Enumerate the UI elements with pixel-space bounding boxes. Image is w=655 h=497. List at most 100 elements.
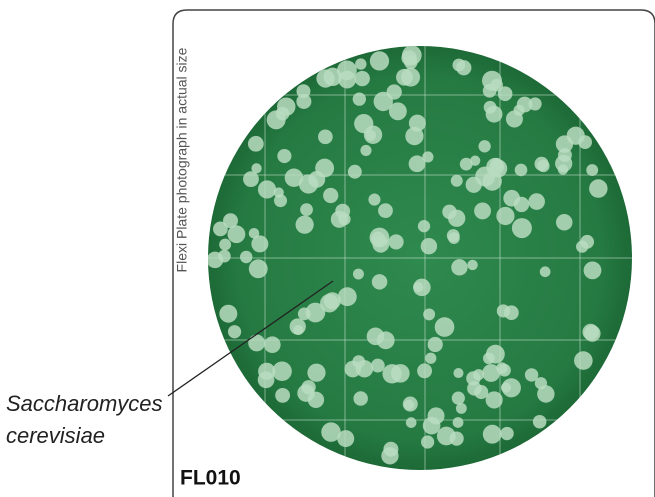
organism-name: Saccharomyces [6, 391, 163, 416]
colony [372, 235, 390, 253]
colony [300, 203, 313, 216]
colony [338, 70, 356, 89]
colony [556, 214, 573, 231]
colony [401, 50, 417, 66]
colony [248, 227, 260, 239]
colony [295, 215, 314, 234]
colony [496, 304, 510, 318]
colony [478, 140, 491, 153]
colony [251, 235, 269, 253]
colony [354, 70, 370, 87]
colony [355, 58, 367, 70]
colony [413, 281, 424, 293]
colony [450, 174, 463, 187]
colony [422, 151, 434, 163]
colony [371, 274, 388, 290]
colony [423, 308, 436, 321]
colony [422, 416, 441, 435]
colony [227, 225, 246, 244]
colony [482, 83, 497, 98]
colony [417, 363, 433, 379]
colony [405, 126, 424, 146]
colony [337, 430, 355, 448]
colony [355, 360, 374, 378]
colony [511, 218, 532, 239]
colony [315, 158, 335, 178]
colony [470, 155, 481, 166]
colony [451, 391, 465, 405]
colony [352, 92, 366, 106]
colony [347, 164, 362, 179]
colony [370, 358, 385, 373]
colony [363, 125, 383, 144]
colony [448, 209, 466, 227]
colony [482, 364, 501, 382]
colony [513, 104, 525, 116]
colony [284, 168, 304, 187]
leader-line [167, 280, 334, 397]
colony [405, 417, 417, 428]
colony [382, 364, 402, 384]
colony [474, 202, 491, 220]
colony [273, 187, 284, 198]
colony [307, 363, 326, 382]
colony [513, 196, 530, 213]
colony [451, 259, 468, 276]
colony [417, 220, 431, 233]
colony [421, 435, 435, 449]
colony [473, 369, 485, 381]
colony [353, 391, 368, 406]
colony [583, 261, 602, 280]
colony [534, 156, 549, 171]
colony [537, 385, 555, 403]
colony [408, 155, 426, 173]
organism-name: cerevisiae [6, 423, 105, 448]
colony [589, 179, 608, 198]
colony [497, 86, 513, 102]
colony [474, 385, 489, 400]
colony [248, 334, 266, 352]
colony [528, 193, 545, 210]
colony [425, 352, 437, 364]
colony [467, 259, 478, 271]
colony [298, 174, 319, 194]
colony [453, 367, 464, 379]
colony [496, 206, 515, 226]
colony [524, 368, 539, 382]
colony [514, 163, 528, 177]
colony [296, 93, 312, 109]
colony [219, 304, 238, 323]
colony [378, 203, 393, 219]
colony [383, 441, 399, 457]
colony [489, 159, 508, 178]
colony [403, 399, 415, 411]
colony [434, 317, 455, 337]
colony [344, 360, 362, 378]
colony [482, 424, 502, 444]
colony [323, 292, 341, 310]
colony [277, 148, 292, 164]
colony [219, 238, 232, 251]
colony [227, 325, 242, 339]
colony [532, 414, 547, 429]
colony [318, 129, 333, 145]
colony [586, 164, 599, 177]
colony [337, 287, 357, 307]
colony [446, 229, 460, 243]
colony [213, 221, 228, 237]
colony [247, 135, 264, 152]
colony [555, 154, 573, 173]
colony [360, 144, 372, 156]
colony [436, 426, 456, 446]
colony [459, 157, 473, 171]
colony [580, 234, 595, 249]
colony [352, 268, 364, 280]
colony [266, 110, 286, 130]
colony [578, 135, 592, 150]
colony [483, 352, 495, 365]
colony [574, 351, 593, 370]
colony [243, 171, 259, 188]
colonies [208, 46, 608, 465]
colony [452, 417, 464, 428]
